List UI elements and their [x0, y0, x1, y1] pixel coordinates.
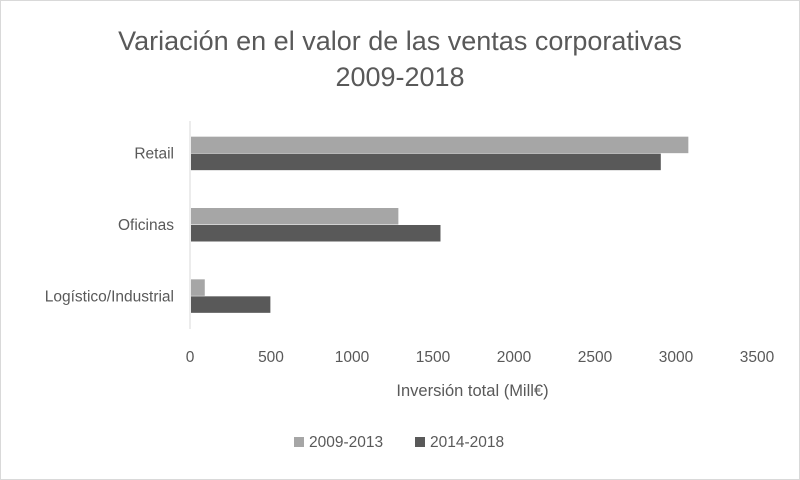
legend-swatch	[415, 437, 425, 447]
category-label: Retail	[134, 146, 174, 163]
x-tick-label: 0	[186, 349, 195, 366]
bar-2014-2018-Retail	[191, 153, 661, 171]
x-tick-label: 3500	[740, 349, 775, 366]
bar-2009-2013-Logístico/Industrial	[191, 279, 205, 296]
bar-2014-2018-Logístico/Industrial	[191, 296, 271, 313]
bar-2009-2013-Retail	[191, 136, 689, 154]
bar-2014-2018-Oficinas	[191, 225, 441, 242]
x-tick-label: 500	[258, 349, 284, 366]
x-tick-label: 1500	[416, 349, 451, 366]
x-axis-title: Inversión total (Mill€)	[396, 382, 548, 400]
chart-title: Variación en el valor de las ventas corp…	[118, 26, 682, 56]
legend-label: 2014-2018	[430, 434, 504, 451]
x-tick-label: 3000	[659, 349, 694, 366]
chart-subtitle: 2009-2018	[335, 62, 465, 92]
legend-swatch	[294, 437, 304, 447]
x-tick-label: 2000	[497, 349, 532, 366]
category-label: Oficinas	[118, 217, 174, 234]
x-tick-label: 2500	[578, 349, 613, 366]
category-label: Logístico/Industrial	[45, 288, 174, 305]
chart-title-block: Variación en el valor de las ventas corp…	[1, 23, 799, 95]
bar-2009-2013-Oficinas	[191, 208, 399, 225]
x-tick-label: 1000	[335, 349, 370, 366]
legend-label: 2009-2013	[309, 434, 383, 451]
